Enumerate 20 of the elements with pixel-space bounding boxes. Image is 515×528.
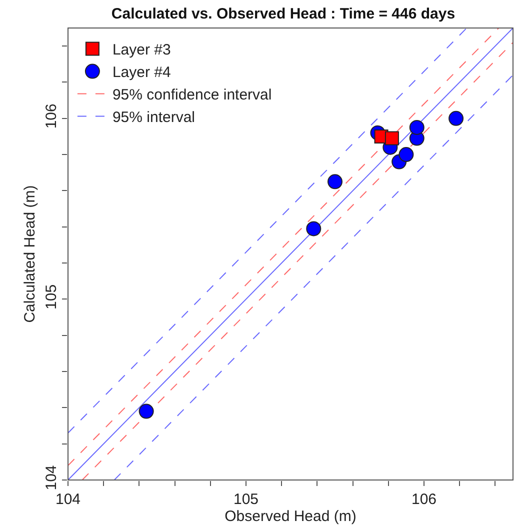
legend-label: 95% interval [112, 109, 195, 126]
point [306, 221, 322, 236]
point [328, 174, 342, 190]
point [409, 120, 424, 135]
x-tick-label: 104 [55, 491, 81, 508]
x-tick-label: 105 [233, 491, 259, 508]
chart-title: Calculated vs. Observed Head : Time = 446 days [111, 5, 456, 22]
legend-label: Layer #4 [112, 64, 171, 82]
point [138, 404, 154, 419]
legend-label: 95% confidence interval [112, 86, 272, 104]
x-axis-title: Observed Head (m) [224, 508, 356, 525]
point [398, 147, 414, 162]
y-tick-label: 106 [43, 104, 60, 129]
point [448, 110, 464, 126]
legend-label: Layer #3 [112, 42, 171, 59]
y-tick-label: 105 [43, 284, 60, 310]
y-axis-title: Calculated Head (m) [21, 185, 38, 323]
x-tick-label: 106 [411, 491, 437, 508]
y-tick-label: 104 [43, 465, 60, 490]
point [384, 131, 399, 146]
